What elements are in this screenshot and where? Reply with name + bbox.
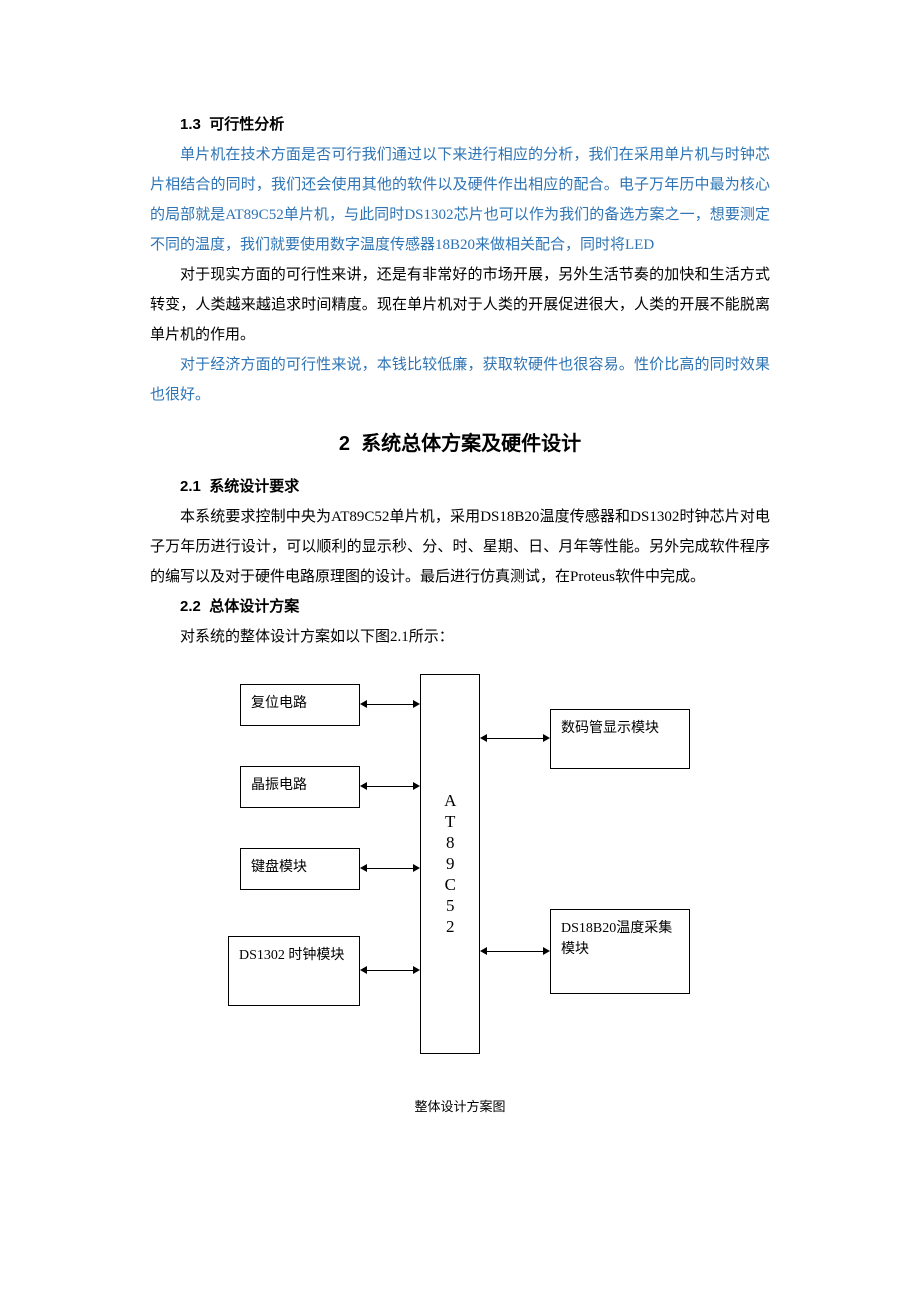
box-clock: DS1302 时钟模块 (228, 936, 360, 1006)
heading-title: 系统设计要求 (209, 478, 299, 495)
arrow-mcu-display (480, 734, 550, 744)
para-2-2-1: 对系统的整体设计方案如以下图2.1所示： (150, 622, 770, 652)
box-keyboard: 键盘模块 (240, 848, 360, 890)
diagram-caption: 整体设计方案图 (150, 1094, 770, 1120)
heading-title: 系统总体方案及硬件设计 (361, 433, 581, 455)
section-1-3: 1.3 可行性分析 单片机在技术方面是否可行我们通过以下来进行相应的分析，我们在… (150, 110, 770, 410)
box-temperature: DS18B20温度采集模块 (550, 909, 690, 994)
diagram-container: 复位电路 晶振电路 键盘模块 DS1302 时钟模块 AT89C52 数码管显示… (150, 674, 770, 1074)
heading-number: 1.3 (180, 116, 201, 133)
heading-number: 2 (339, 433, 350, 455)
block-diagram: 复位电路 晶振电路 键盘模块 DS1302 时钟模块 AT89C52 数码管显示… (180, 674, 740, 1074)
para-text-black: 对于现实方面的可行性来讲，还是有非常好的市场开展， (180, 267, 558, 283)
heading-2: 2 系统总体方案及硬件设计 (150, 424, 770, 464)
arrow-clock-mcu (360, 966, 420, 976)
arrow-reset-mcu (360, 700, 420, 710)
box-reset: 复位电路 (240, 684, 360, 726)
arrow-osc-mcu (360, 782, 420, 792)
para-1-3-3: 对于经济方面的可行性来说，本钱比较低廉，获取软硬件也很容易。性价比高的同时效果也… (150, 350, 770, 410)
heading-1-3: 1.3 可行性分析 (150, 110, 770, 140)
box-mcu: AT89C52 (420, 674, 480, 1054)
arrow-mcu-temp (480, 947, 550, 957)
heading-number: 2.1 (180, 478, 201, 495)
para-1-3-2: 对于现实方面的可行性来讲，还是有非常好的市场开展，另外生活节奏的加快和生活方式转… (150, 260, 770, 350)
para-1-3-1: 单片机在技术方面是否可行我们通过以下来进行相应的分析，我们在采用单片机与时钟芯片… (150, 140, 770, 260)
heading-2-1: 2.1 系统设计要求 (150, 472, 770, 502)
arrow-kbd-mcu (360, 864, 420, 874)
section-2-2: 2.2 总体设计方案 对系统的整体设计方案如以下图2.1所示： (150, 592, 770, 652)
heading-title: 总体设计方案 (209, 598, 299, 615)
para-2-1-1: 本系统要求控制中央为AT89C52单片机，采用DS18B20温度传感器和DS13… (150, 502, 770, 592)
mcu-label: AT89C52 (437, 791, 463, 938)
box-oscillator: 晶振电路 (240, 766, 360, 808)
box-display: 数码管显示模块 (550, 709, 690, 769)
heading-title: 可行性分析 (209, 116, 284, 133)
heading-2-2: 2.2 总体设计方案 (150, 592, 770, 622)
heading-number: 2.2 (180, 598, 201, 615)
section-2-1: 2.1 系统设计要求 本系统要求控制中央为AT89C52单片机，采用DS18B2… (150, 472, 770, 592)
